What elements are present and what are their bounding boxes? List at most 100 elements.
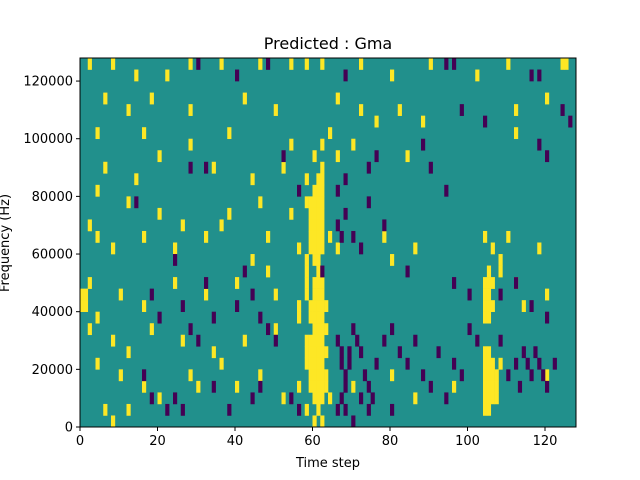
y-tick-label: 40000	[32, 305, 73, 320]
heatmap-cell-high	[87, 323, 92, 336]
heatmap-cell-high	[320, 184, 325, 197]
heatmap-cell-low	[173, 254, 178, 266]
plot-frame	[79, 57, 577, 428]
heatmap-cell-high	[320, 369, 325, 382]
heatmap-cell-high	[320, 380, 325, 393]
heatmap-cell-low	[521, 346, 526, 359]
heatmap-cell-low	[335, 334, 340, 347]
heatmap-cell-high	[87, 58, 92, 70]
heatmap-cell-high	[483, 392, 488, 405]
heatmap-cell-high	[506, 58, 511, 70]
heatmap-cell-high	[180, 219, 185, 232]
heatmap-cell-high	[227, 127, 232, 140]
heatmap-cell-high	[95, 127, 100, 140]
heatmap-cell-low	[514, 277, 519, 289]
heatmap-cell-low	[297, 403, 302, 416]
heatmap-cell-high	[545, 92, 550, 105]
heatmap-cell-high	[312, 150, 317, 163]
heatmap-cell-high	[483, 369, 488, 382]
heatmap-cell-high	[142, 300, 147, 312]
heatmap-cell-high	[80, 300, 85, 312]
heatmap-cell-low	[359, 392, 364, 405]
heatmap-cell-high	[188, 369, 193, 382]
heatmap-cell-high	[490, 242, 495, 255]
heatmap-cell-low	[250, 288, 255, 301]
heatmap-cell-high	[308, 346, 313, 359]
heatmap-cell-high	[211, 161, 216, 174]
heatmap-cell-high	[486, 369, 492, 382]
heatmap-cell-high	[304, 277, 309, 289]
heatmap-cell-low	[390, 323, 395, 336]
heatmap-cell-high	[498, 357, 503, 370]
heatmap-cell-high	[316, 207, 321, 220]
heatmap-cell-high	[328, 127, 333, 140]
heatmap-cell-high	[328, 230, 333, 243]
heatmap-cell-high	[308, 196, 313, 209]
heatmap-cell-high	[126, 403, 131, 416]
heatmap-cell-low	[444, 184, 449, 197]
heatmap-cell-high	[196, 380, 201, 393]
heatmap-cell-low	[533, 346, 538, 359]
heatmap-cell-high	[103, 403, 108, 416]
heatmap-cell-high	[266, 265, 271, 278]
heatmap-cell-high	[320, 346, 325, 359]
heatmap-cell-low	[335, 184, 340, 197]
heatmap-cell-high	[126, 196, 131, 209]
heatmap-cell-high	[490, 300, 495, 312]
heatmap-cell-high	[308, 357, 313, 370]
heatmap-cell-high	[312, 277, 317, 289]
heatmap-cell-low	[405, 357, 410, 370]
heatmap-cell-high	[316, 265, 321, 278]
heatmap-cell-low	[339, 230, 344, 243]
heatmap-cell-high	[273, 104, 278, 116]
heatmap-cell-high	[312, 300, 317, 312]
heatmap-cell-low	[188, 161, 193, 174]
heatmap-cell-low	[339, 392, 344, 405]
heatmap-cell-low	[506, 369, 511, 382]
y-tick-label: 60000	[32, 248, 73, 263]
heatmap-cell-high	[297, 380, 302, 393]
heatmap-cell-high	[316, 196, 321, 209]
heatmap-cell-high	[316, 346, 321, 359]
y-tick-label: 0	[65, 421, 73, 436]
heatmap-cell-low	[374, 357, 379, 370]
heatmap-cell-high	[111, 242, 116, 255]
heatmap-cell-low	[134, 196, 139, 209]
heatmap-cell-high	[312, 357, 317, 370]
heatmap-cell-high	[428, 58, 433, 70]
heatmap-cell-high	[312, 207, 317, 220]
heatmap-cell-high	[242, 92, 247, 105]
heatmap-cell-low	[258, 311, 263, 324]
heatmap-cell-low	[366, 196, 371, 209]
heatmap-cell-high	[316, 242, 321, 255]
heatmap-cell-high	[149, 92, 154, 105]
heatmap-cell-low	[266, 58, 271, 70]
heatmap-cell-high	[545, 288, 550, 301]
heatmap-cell-high	[324, 346, 329, 359]
heatmap-cell-high	[312, 184, 317, 197]
x-axis: 0 20 40 60 80 100 120	[76, 427, 557, 449]
heatmap-cell-low	[382, 334, 387, 347]
heatmap-cell-low	[545, 311, 550, 324]
heatmap-cell-high	[413, 392, 418, 405]
heatmap-cell-high	[316, 334, 321, 347]
heatmap-cell-high	[490, 277, 495, 289]
heatmap-cell-high	[316, 254, 321, 266]
heatmap-cell-low	[514, 357, 519, 370]
heatmap-cell-high	[320, 300, 325, 312]
heatmap-cell-high	[103, 161, 108, 174]
heatmap-cell-low	[541, 369, 546, 382]
heatmap-cell-high	[397, 104, 402, 116]
high-value-cells	[80, 58, 569, 428]
heatmap-cell-high	[273, 288, 278, 301]
y-axis: 0 20000 40000 60000 80000 100000 120000	[23, 75, 80, 436]
heatmap-cell-high	[111, 415, 116, 428]
heatmap-cell-high	[142, 230, 147, 243]
heatmap-cell-high	[498, 254, 503, 266]
heatmap-cell-high	[320, 334, 325, 347]
heatmap-cell-high	[304, 254, 309, 266]
heatmap-cell-low	[545, 150, 550, 163]
heatmap-cell-low	[436, 346, 441, 359]
heatmap-cell-high	[475, 69, 480, 82]
heatmap-cell-low	[180, 403, 185, 416]
